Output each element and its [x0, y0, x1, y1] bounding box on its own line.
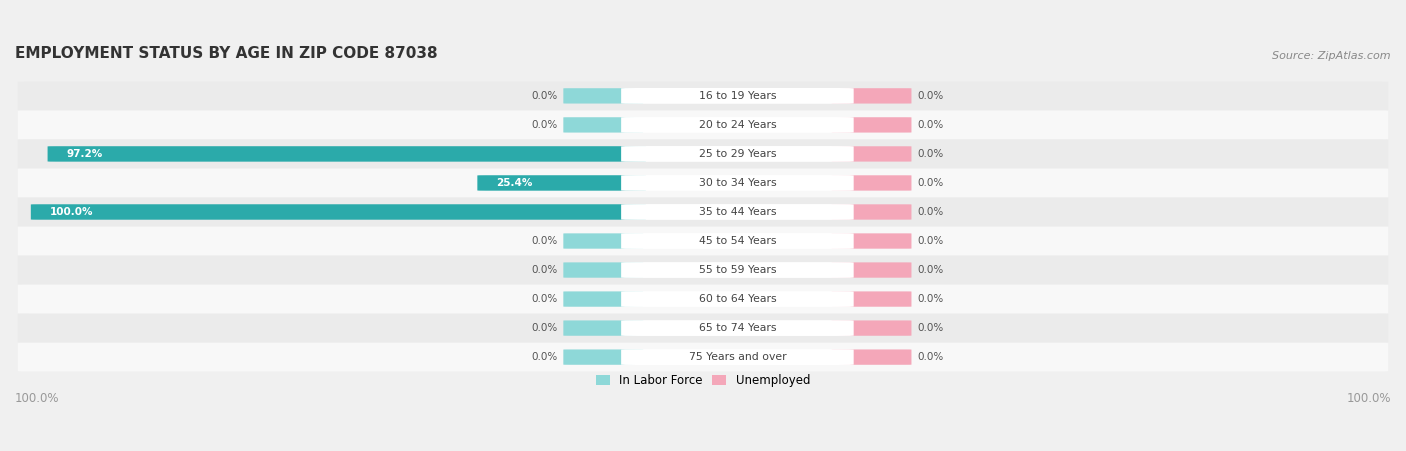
FancyBboxPatch shape	[621, 233, 853, 249]
Text: 0.0%: 0.0%	[917, 120, 943, 130]
FancyBboxPatch shape	[18, 256, 1388, 284]
FancyBboxPatch shape	[832, 117, 911, 133]
FancyBboxPatch shape	[18, 198, 1388, 226]
Text: 0.0%: 0.0%	[531, 236, 558, 246]
FancyBboxPatch shape	[564, 233, 643, 249]
Text: 0.0%: 0.0%	[531, 120, 558, 130]
Text: 30 to 34 Years: 30 to 34 Years	[699, 178, 776, 188]
Text: 35 to 44 Years: 35 to 44 Years	[699, 207, 776, 217]
Text: 0.0%: 0.0%	[917, 352, 943, 362]
Text: 0.0%: 0.0%	[531, 323, 558, 333]
FancyBboxPatch shape	[621, 146, 853, 162]
Text: 16 to 19 Years: 16 to 19 Years	[699, 91, 776, 101]
FancyBboxPatch shape	[832, 291, 911, 307]
FancyBboxPatch shape	[48, 146, 645, 161]
FancyBboxPatch shape	[18, 82, 1388, 110]
Text: 0.0%: 0.0%	[917, 207, 943, 217]
FancyBboxPatch shape	[564, 291, 643, 307]
Legend: In Labor Force, Unemployed: In Labor Force, Unemployed	[591, 369, 815, 392]
Text: 0.0%: 0.0%	[531, 352, 558, 362]
FancyBboxPatch shape	[621, 88, 853, 104]
Text: 45 to 54 Years: 45 to 54 Years	[699, 236, 776, 246]
FancyBboxPatch shape	[18, 110, 1388, 139]
Text: 100.0%: 100.0%	[51, 207, 94, 217]
Text: 0.0%: 0.0%	[917, 91, 943, 101]
FancyBboxPatch shape	[832, 233, 911, 249]
FancyBboxPatch shape	[621, 175, 853, 191]
Text: 0.0%: 0.0%	[917, 178, 943, 188]
FancyBboxPatch shape	[18, 140, 1388, 168]
Text: 0.0%: 0.0%	[531, 265, 558, 275]
Text: 100.0%: 100.0%	[1347, 392, 1391, 405]
Text: 75 Years and over: 75 Years and over	[689, 352, 786, 362]
Text: 0.0%: 0.0%	[917, 294, 943, 304]
FancyBboxPatch shape	[832, 175, 911, 191]
FancyBboxPatch shape	[832, 350, 911, 365]
FancyBboxPatch shape	[564, 350, 643, 365]
FancyBboxPatch shape	[621, 349, 853, 365]
FancyBboxPatch shape	[564, 117, 643, 133]
Text: 25.4%: 25.4%	[496, 178, 533, 188]
Text: 100.0%: 100.0%	[15, 392, 59, 405]
Text: EMPLOYMENT STATUS BY AGE IN ZIP CODE 87038: EMPLOYMENT STATUS BY AGE IN ZIP CODE 870…	[15, 46, 437, 61]
Text: 0.0%: 0.0%	[917, 149, 943, 159]
FancyBboxPatch shape	[621, 262, 853, 278]
FancyBboxPatch shape	[832, 262, 911, 278]
FancyBboxPatch shape	[478, 175, 645, 191]
Text: Source: ZipAtlas.com: Source: ZipAtlas.com	[1272, 51, 1391, 61]
Text: 25 to 29 Years: 25 to 29 Years	[699, 149, 776, 159]
Text: 0.0%: 0.0%	[917, 236, 943, 246]
Text: 60 to 64 Years: 60 to 64 Years	[699, 294, 776, 304]
Text: 20 to 24 Years: 20 to 24 Years	[699, 120, 776, 130]
FancyBboxPatch shape	[18, 314, 1388, 342]
FancyBboxPatch shape	[621, 320, 853, 336]
FancyBboxPatch shape	[832, 204, 911, 220]
FancyBboxPatch shape	[832, 146, 911, 161]
FancyBboxPatch shape	[621, 117, 853, 133]
FancyBboxPatch shape	[564, 262, 643, 278]
Text: 55 to 59 Years: 55 to 59 Years	[699, 265, 776, 275]
FancyBboxPatch shape	[621, 291, 853, 307]
FancyBboxPatch shape	[564, 88, 643, 104]
FancyBboxPatch shape	[564, 320, 643, 336]
Text: 65 to 74 Years: 65 to 74 Years	[699, 323, 776, 333]
FancyBboxPatch shape	[18, 343, 1388, 372]
Text: 0.0%: 0.0%	[917, 265, 943, 275]
FancyBboxPatch shape	[18, 285, 1388, 313]
FancyBboxPatch shape	[31, 204, 645, 220]
Text: 0.0%: 0.0%	[531, 294, 558, 304]
Text: 0.0%: 0.0%	[917, 323, 943, 333]
FancyBboxPatch shape	[832, 320, 911, 336]
FancyBboxPatch shape	[621, 204, 853, 220]
FancyBboxPatch shape	[18, 169, 1388, 197]
Text: 97.2%: 97.2%	[67, 149, 103, 159]
FancyBboxPatch shape	[18, 227, 1388, 255]
Text: 0.0%: 0.0%	[531, 91, 558, 101]
FancyBboxPatch shape	[832, 88, 911, 104]
